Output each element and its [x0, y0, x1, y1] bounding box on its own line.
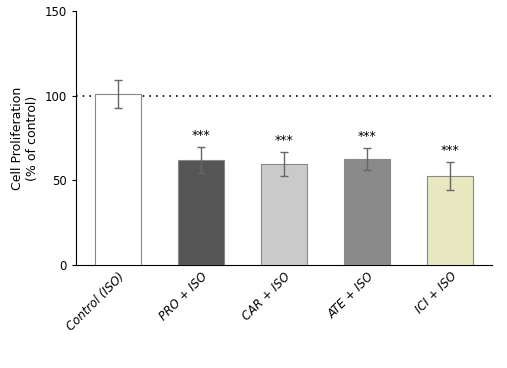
Bar — [178, 160, 224, 265]
Text: ***: *** — [441, 144, 459, 157]
Bar — [95, 94, 140, 265]
Bar — [427, 176, 473, 265]
Text: ***: *** — [192, 129, 210, 142]
Text: ***: *** — [357, 130, 376, 143]
Bar — [344, 159, 390, 265]
Bar — [261, 164, 307, 265]
Y-axis label: Cell Proliferation
(% of control): Cell Proliferation (% of control) — [11, 86, 39, 190]
Text: ***: *** — [275, 134, 293, 147]
